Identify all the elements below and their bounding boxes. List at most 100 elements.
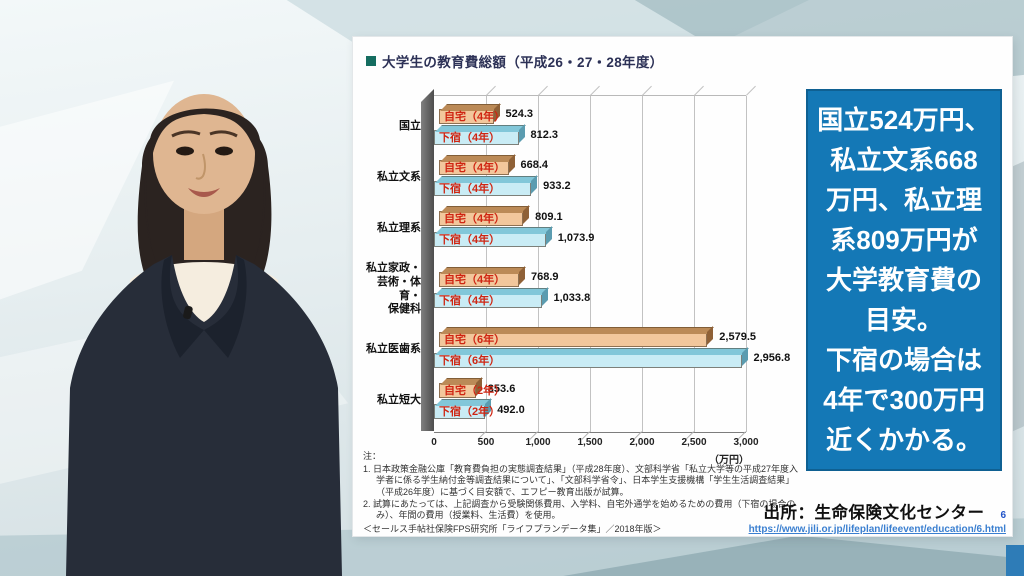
bar-home: 自宅（6年） <box>439 331 708 347</box>
bar-series-label: 下宿（4年） <box>439 131 501 144</box>
bar-series-label: 自宅（2年） <box>444 385 506 398</box>
bar-value-label: 2,956.8 <box>753 352 791 365</box>
bar-series-label: 自宅（4年） <box>444 161 506 174</box>
callout-line: 近くかかる。 <box>825 425 982 455</box>
category-label: 私立家政・ 芸術・体育・ 保健科 <box>366 262 421 316</box>
bar-value-label: 2,579.5 <box>719 331 756 344</box>
chart-rows: 国立 自宅（4年） 524.3 下宿（4年） 812.3 私立文系 自宅（4年） 668.4 下… <box>357 101 827 427</box>
bar-boarding: 下宿（6年） <box>434 352 742 368</box>
background-blue-corner <box>1006 545 1024 576</box>
bar-series-label: 下宿（2年） <box>439 406 501 419</box>
bar-line: 下宿（4年） 1,073.9 <box>434 232 594 248</box>
bar-value-label: 492.0 <box>497 403 525 416</box>
chart-group-row: 私立理系 自宅（4年） 809.1 下宿（4年） 1,073.9 <box>357 211 827 248</box>
bar-series-label: 下宿（6年） <box>439 354 501 367</box>
bar-pair: 自宅（4年） 768.9 下宿（4年） 1,033.8 <box>434 271 590 308</box>
gridline <box>486 96 487 432</box>
bar-value-label: 1,073.9 <box>557 231 595 244</box>
bar-pair: 自宅（4年） 524.3 下宿（4年） 812.3 <box>434 108 558 145</box>
axis-tick-label: 1,500 <box>577 437 603 448</box>
source-block: 出所：生命保険文化センター 6 https://www.jili.or.jp/l… <box>749 499 1006 535</box>
category-label: 私立理系 <box>377 222 421 235</box>
bar-value-label: 809.1 <box>535 210 563 223</box>
callout-line: 目安。 <box>864 305 943 335</box>
bar-series-label: 下宿（4年） <box>439 182 501 195</box>
bar-line: 自宅（4年） 524.3 <box>434 108 558 124</box>
callout-line: 万円、私立理 <box>825 185 982 215</box>
bar-series-label: 下宿（4年） <box>439 234 501 247</box>
category-label: 私立医歯系 <box>366 343 421 356</box>
bar-value-label: 812.3 <box>530 129 559 142</box>
axis-unit-label: （万円） <box>709 455 749 466</box>
gridline <box>694 96 695 432</box>
bar-line: 下宿（2年） 492.0 <box>434 404 525 420</box>
chart-group-row: 国立 自宅（4年） 524.3 下宿（4年） 812.3 <box>357 108 827 145</box>
axis-tick-label: 2,500 <box>681 437 707 448</box>
notes-credit: ＜セールス手帖社保険FPS研究所「ライフプランデータ集」／2018年版＞ <box>363 524 662 535</box>
axis-tick-label: 1,000 <box>525 437 551 448</box>
bar-series-label: 自宅（6年） <box>444 333 506 346</box>
category-label: 私立短大 <box>377 394 421 407</box>
title-bullet-icon <box>366 56 376 66</box>
slide-panel: 大学生の教育費総額（平成26・27・28年度） 国立 自宅（4年） 524.3 下宿（… <box>353 37 1012 536</box>
bar-line: 下宿（6年） 2,956.8 <box>434 352 790 368</box>
bar-home: 自宅（4年） <box>439 108 505 124</box>
note-item: 1. 日本政策金融公庫「教育費負担の実態調査結果」（平成28年度）、文部科学省「… <box>363 463 799 498</box>
chart-title-row: 大学生の教育費総額（平成26・27・28年度） <box>366 51 663 71</box>
axis-tick-label: 3,000 <box>733 437 759 448</box>
notes-items: 1. 日本政策金融公庫「教育費負担の実態調査結果」（平成28年度）、文部科学省「… <box>363 464 803 522</box>
chart-group-row: 私立医歯系 自宅（6年） 2,579.5 下宿（6年） 2,956.8 <box>357 331 827 368</box>
source-label: 出所：生命保険文化センター <box>763 504 985 522</box>
chart-3d-wall <box>421 89 434 431</box>
gridline <box>642 96 643 432</box>
bar-pair: 自宅（4年） 809.1 下宿（4年） 1,073.9 <box>434 211 594 248</box>
callout-line: 国立524万円、 <box>817 105 991 135</box>
lavalier-mic-icon <box>183 305 193 320</box>
bar-line: 下宿（4年） 1,033.8 <box>434 292 590 308</box>
chart-notes: 注： 1. 日本政策金融公庫「教育費負担の実態調査結果」（平成28年度）、文部科… <box>363 451 803 536</box>
chart-group-row: 私立家政・ 芸術・体育・ 保健科 自宅（4年） 768.9 下宿（4年） 1,033.8 <box>357 262 827 317</box>
education-cost-chart: 国立 自宅（4年） 524.3 下宿（4年） 812.3 私立文系 自宅（4年） 668.4 下… <box>357 89 827 471</box>
bar-value-label: 1,033.8 <box>553 292 591 305</box>
bar-home: 自宅（4年） <box>439 159 509 175</box>
chart-group-row: 私立短大 自宅（2年） 353.6 下宿（2年） 492.0 <box>357 383 827 420</box>
bar-pair: 自宅（2年） 353.6 下宿（2年） 492.0 <box>434 383 525 420</box>
bar-series-label: 自宅（4年） <box>444 110 506 123</box>
summary-callout: 国立524万円、 私立文系668 万円、私立理 系809万円が 大学教育費の 目安。 下宿の… <box>806 89 1002 471</box>
category-label: 国立 <box>399 119 421 132</box>
bar-line: 下宿（4年） 812.3 <box>434 129 558 145</box>
bar-value-label: 933.2 <box>543 180 571 193</box>
bar-series-label: 下宿（4年） <box>439 294 501 307</box>
gridline <box>746 96 747 432</box>
bar-line: 自宅（4年） 768.9 <box>434 271 590 287</box>
gridline <box>538 96 539 432</box>
bar-boarding: 下宿（2年） <box>434 404 500 420</box>
bar-line: 自宅（4年） 809.1 <box>434 211 594 227</box>
bar-value-label: 768.9 <box>531 271 559 284</box>
callout-line: 私立文系668 <box>830 145 978 175</box>
bar-pair: 自宅（4年） 668.4 下宿（4年） 933.2 <box>434 159 571 196</box>
note-item: 2. 試算にあたっては、上記調査から受験関係費用、入学料、自宅外通学を始めるため… <box>363 498 796 521</box>
page-number: 6 <box>1000 510 1006 521</box>
bar-home: 自宅（4年） <box>439 211 524 227</box>
bar-line: 自宅（6年） 2,579.5 <box>434 331 790 347</box>
callout-line: 4年で300万円 <box>823 385 985 415</box>
gridline <box>590 96 591 432</box>
bar-value-label: 668.4 <box>520 159 549 172</box>
category-label: 私立文系 <box>377 171 421 184</box>
source-url-link[interactable]: https://www.jili.or.jp/lifeplan/lifeeven… <box>748 524 1006 535</box>
axis-tick-label: 0 <box>431 437 437 448</box>
bar-series-label: 自宅（4年） <box>444 273 506 286</box>
bar-boarding: 下宿（4年） <box>434 180 532 196</box>
notes-heading: 注： <box>363 451 382 461</box>
callout-line: 系809万円が <box>830 225 978 255</box>
bar-line: 自宅（2年） 353.6 <box>434 383 525 399</box>
bar-value-label: 353.6 <box>487 382 516 395</box>
axis-tick-label: 500 <box>477 437 495 448</box>
axis-tick-label: 2,000 <box>629 437 655 448</box>
chart-group-row: 私立文系 自宅（4年） 668.4 下宿（4年） 933.2 <box>357 159 827 196</box>
presenter-photo <box>66 94 342 576</box>
bar-pair: 自宅（6年） 2,579.5 下宿（6年） 2,956.8 <box>434 331 790 368</box>
bar-boarding: 下宿（4年） <box>434 129 519 145</box>
bar-boarding: 下宿（4年） <box>434 292 542 308</box>
